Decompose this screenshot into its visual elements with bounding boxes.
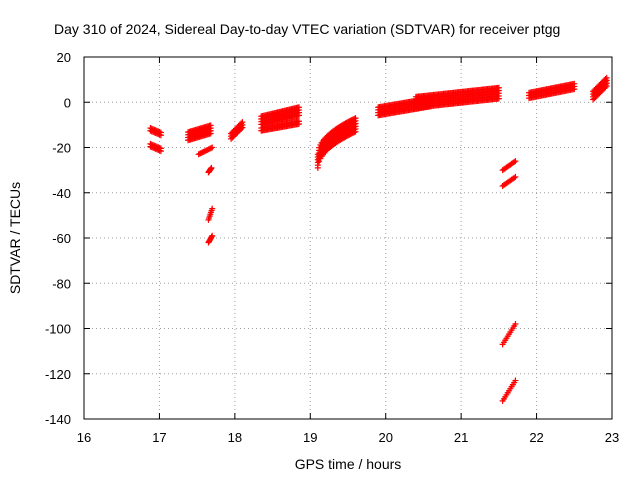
series-arc-17.67c (205, 232, 216, 246)
x-tick-label: 17 (152, 430, 166, 445)
data-point (603, 74, 610, 81)
data-point (511, 158, 518, 165)
data-point (207, 122, 214, 129)
data-point (316, 144, 323, 151)
series-arc-21.6a (499, 158, 519, 174)
chart-title: Day 310 of 2024, Sidereal Day-to-day VTE… (54, 21, 560, 37)
data-point (352, 115, 359, 122)
y-tick-label: 20 (57, 50, 71, 65)
y-tick-label: -40 (52, 186, 71, 201)
data-points (147, 74, 610, 404)
data-point (351, 115, 358, 122)
x-tick-label: 19 (303, 430, 317, 445)
x-tick-label: 22 (529, 430, 543, 445)
data-point (208, 164, 215, 171)
plot-frame (83, 56, 613, 420)
series-arc-17.6 (195, 144, 216, 158)
y-tick-label: 0 (64, 95, 71, 110)
data-point (571, 80, 578, 87)
data-point (512, 173, 519, 180)
series-arc-22.9 (590, 74, 610, 103)
axis-ticks: 16 17 18 19 20 21 22 23 20 0 -20 -40 -60 -80 -100 -120 -… (45, 50, 619, 445)
data-point (209, 144, 216, 151)
y-tick-label: -100 (45, 322, 71, 337)
y-tick-label: -80 (52, 276, 71, 291)
series-arc-17.67b (205, 205, 216, 223)
data-point (512, 377, 519, 384)
grid (84, 57, 612, 419)
data-point (512, 320, 519, 327)
series-arc-20.9 (412, 84, 502, 111)
data-point (511, 174, 518, 181)
data-point (314, 151, 321, 158)
series-arc-21.6c (499, 320, 519, 348)
data-point (157, 145, 164, 152)
data-point (157, 129, 164, 136)
y-tick-label: -140 (45, 412, 71, 427)
y-tick-label: -20 (52, 141, 71, 156)
data-point (207, 145, 214, 152)
x-axis-label: GPS time / hours (295, 456, 402, 472)
y-axis-label: SDTVAR / TECUs (7, 182, 23, 294)
data-point (512, 158, 519, 165)
data-point (295, 118, 302, 125)
series-arc-16.9a (147, 125, 164, 139)
series-arc-17.67a (205, 164, 215, 176)
series-arc-18.6 (258, 118, 302, 134)
y-tick-label: -60 (52, 231, 71, 246)
data-point (495, 84, 502, 91)
series-arc-17.5 (185, 122, 214, 144)
x-tick-label: 18 (228, 430, 242, 445)
series-arc-21.6b (499, 173, 519, 189)
series-arc-18.5 (258, 104, 302, 128)
data-point (238, 120, 245, 127)
x-tick-label: 21 (454, 430, 468, 445)
data-point (239, 119, 246, 126)
x-tick-label: 16 (77, 430, 91, 445)
series-arc-19.3 (314, 115, 359, 171)
x-tick-label: 20 (378, 430, 392, 445)
series-arc-22.2 (526, 80, 578, 102)
series-arc-21.6d (499, 377, 519, 404)
x-tick-label: 23 (605, 430, 619, 445)
data-point (208, 233, 215, 240)
data-point (209, 232, 216, 239)
series-arc-16.9b (147, 140, 164, 155)
y-tick-label: -120 (45, 367, 71, 382)
data-point (602, 76, 609, 83)
data-point (295, 104, 302, 111)
series-arc-18.0 (228, 119, 246, 142)
data-point (209, 205, 216, 212)
